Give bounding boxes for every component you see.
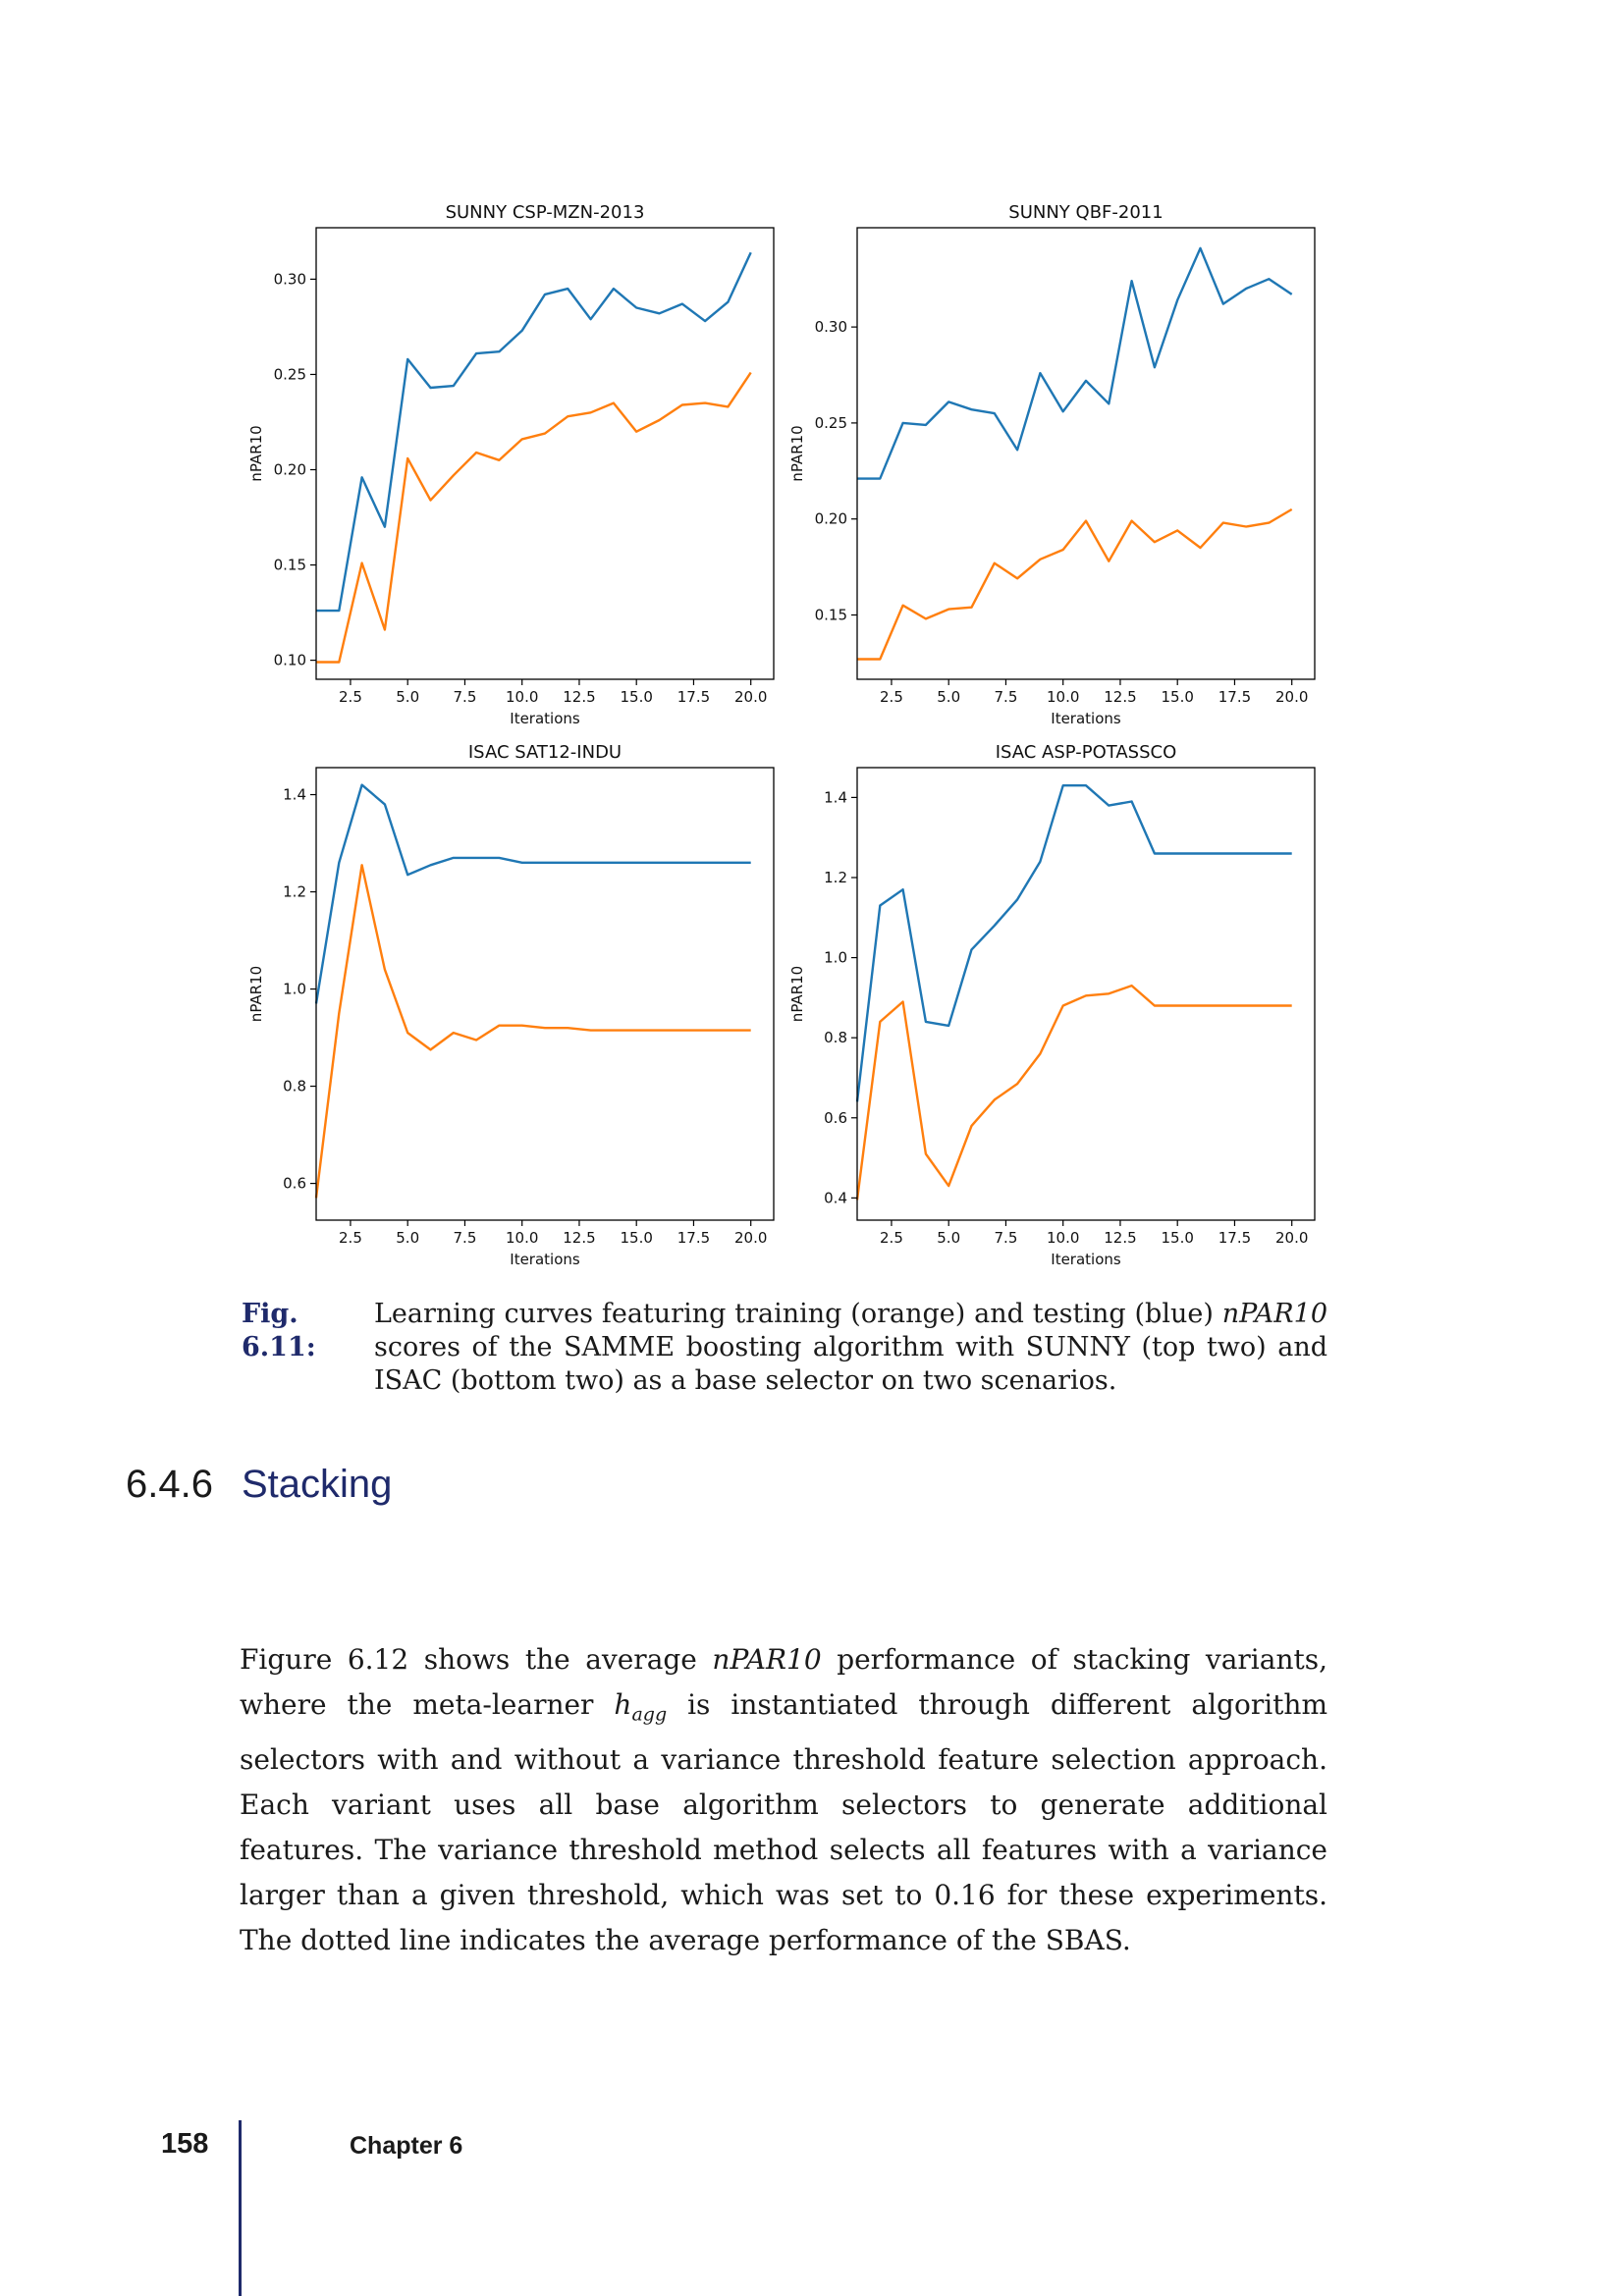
x-tick-label: 12.5 (563, 688, 595, 706)
section-number: 6.4.6 (126, 1463, 213, 1506)
chart-panel-4: 2.5 5.0 7.5 10.0 12.5 15.0 17.5 20.0 0.4 0.6 0.8 1.… (788, 742, 1316, 1268)
x-tick-label: 20.0 (734, 1229, 767, 1247)
y-axis-label: nPAR10 (788, 425, 806, 481)
plot-frame (856, 227, 1316, 680)
x-tick-label: 7.5 (454, 1229, 477, 1247)
x-tick-label: 20.0 (734, 688, 767, 706)
plot-frame (856, 767, 1316, 1221)
y-axis-label: nPAR10 (247, 425, 265, 481)
x-tick-label: 17.5 (1218, 1229, 1251, 1247)
footer-rule (239, 2120, 242, 2296)
x-tick-label: 10.0 (1047, 688, 1079, 706)
figure-caption: Fig. 6.11: Learning curves featuring tra… (242, 1298, 1327, 1398)
chart-title: ISAC SAT12-INDU (468, 742, 622, 763)
chart-panel-2: 2.5 5.0 7.5 10.0 12.5 15.0 17.5 20.0 0.15 0.20 0.2… (788, 202, 1316, 727)
y-tick-label: 0.10 (274, 652, 306, 669)
page-number: 158 (161, 2128, 209, 2160)
x-tick-label: 5.0 (396, 688, 419, 706)
x-axis-label: Iterations (510, 1251, 580, 1268)
x-tick-label: 17.5 (677, 688, 710, 706)
y-axis-label: nPAR10 (788, 966, 806, 1022)
y-tick-label: 1.0 (283, 981, 306, 998)
y-axis-label: nPAR10 (247, 966, 265, 1022)
chapter-label: Chapter 6 (350, 2132, 463, 2160)
y-tick-label: 1.2 (824, 869, 847, 886)
series-line-1 (857, 246, 1293, 480)
x-tick-label: 7.5 (454, 688, 477, 706)
x-tick-label: 7.5 (995, 688, 1018, 706)
section-title: Stacking (242, 1463, 393, 1506)
plot-frame (315, 227, 775, 680)
x-axis-label: Iterations (1051, 1251, 1121, 1268)
chart-panel-1: 2.5 5.0 7.5 10.0 12.5 15.0 17.5 20.0 0.10 0.15 0.2… (247, 202, 775, 727)
x-tick-label: 15.0 (620, 688, 652, 706)
x-tick-label: 15.0 (1161, 1229, 1193, 1247)
y-tick-label: 0.30 (274, 270, 306, 288)
x-tick-label: 5.0 (396, 1229, 419, 1247)
x-tick-label: 10.0 (1047, 1229, 1079, 1247)
series-line-1 (316, 251, 752, 613)
chart-title: ISAC ASP-POTASSCO (996, 742, 1177, 763)
y-tick-label: 0.25 (274, 365, 306, 383)
caption-label: Fig. 6.11: (242, 1299, 316, 1362)
x-axis-label: Iterations (510, 710, 580, 727)
x-tick-label: 15.0 (620, 1229, 652, 1247)
x-tick-label: 10.0 (506, 1229, 538, 1247)
x-tick-label: 7.5 (995, 1229, 1018, 1247)
y-tick-label: 0.4 (824, 1189, 847, 1206)
x-tick-label: 10.0 (506, 688, 538, 706)
series-line-2 (314, 864, 751, 1199)
y-tick-label: 0.15 (274, 557, 306, 574)
chart-panel-3: 2.5 5.0 7.5 10.0 12.5 15.0 17.5 20.0 0.6 0.8 1.0 1.… (247, 742, 775, 1268)
y-tick-label: 0.15 (815, 606, 847, 623)
x-tick-label: 20.0 (1275, 1229, 1308, 1247)
x-tick-label: 17.5 (1218, 688, 1251, 706)
x-tick-label: 15.0 (1161, 688, 1193, 706)
y-tick-label: 0.30 (815, 318, 847, 336)
chart-title: SUNNY QBF-2011 (1008, 202, 1163, 223)
y-tick-label: 1.4 (824, 788, 847, 806)
x-tick-label: 12.5 (563, 1229, 595, 1247)
series-line-2 (855, 984, 1292, 1201)
x-tick-label: 12.5 (1104, 1229, 1136, 1247)
x-tick-label: 17.5 (677, 1229, 710, 1247)
y-tick-label: 0.25 (815, 414, 847, 432)
y-tick-label: 1.2 (283, 883, 306, 901)
x-tick-label: 2.5 (880, 688, 903, 706)
x-tick-label: 2.5 (339, 688, 362, 706)
y-tick-label: 0.20 (274, 460, 306, 478)
y-tick-label: 0.6 (824, 1109, 847, 1127)
x-tick-label: 2.5 (880, 1229, 903, 1247)
x-tick-label: 20.0 (1275, 688, 1308, 706)
series-line-1 (855, 784, 1292, 1102)
y-tick-label: 0.20 (815, 510, 847, 528)
x-axis-label: Iterations (1051, 710, 1121, 727)
body-paragraph: Figure 6.12 shows the average nPAR10 per… (240, 1643, 1328, 1956)
x-tick-label: 5.0 (937, 1229, 960, 1247)
y-tick-label: 0.8 (283, 1078, 306, 1095)
chart-title: SUNNY CSP-MZN-2013 (446, 202, 645, 223)
y-tick-label: 1.0 (824, 949, 847, 967)
series-line-2 (316, 371, 752, 664)
y-tick-label: 1.4 (283, 786, 306, 804)
plot-frame (315, 767, 775, 1221)
y-tick-label: 0.6 (283, 1175, 306, 1193)
section-heading: 6.4.6 Stacking (126, 1463, 392, 1507)
x-tick-label: 12.5 (1104, 688, 1136, 706)
x-tick-label: 2.5 (339, 1229, 362, 1247)
x-tick-label: 5.0 (937, 688, 960, 706)
series-line-1 (314, 783, 751, 1004)
series-line-2 (857, 507, 1293, 661)
y-tick-label: 0.8 (824, 1029, 847, 1046)
figure-learning-curves: 2.5 5.0 7.5 10.0 12.5 15.0 17.5 20.0 0.10 0.15 0.2… (247, 202, 1316, 1268)
caption-text: Learning curves featuring training (oran… (374, 1299, 1327, 1396)
